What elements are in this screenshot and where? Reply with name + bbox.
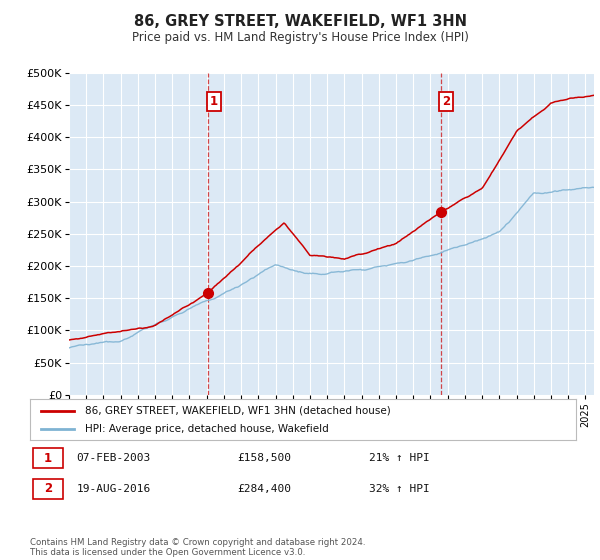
Text: HPI: Average price, detached house, Wakefield: HPI: Average price, detached house, Wake…	[85, 424, 328, 434]
Text: 1: 1	[209, 95, 218, 108]
Text: 32% ↑ HPI: 32% ↑ HPI	[368, 484, 429, 494]
Text: 1: 1	[44, 451, 52, 465]
Text: 2: 2	[442, 95, 451, 108]
Text: 19-AUG-2016: 19-AUG-2016	[76, 484, 151, 494]
Text: 86, GREY STREET, WAKEFIELD, WF1 3HN (detached house): 86, GREY STREET, WAKEFIELD, WF1 3HN (det…	[85, 405, 391, 416]
Text: Price paid vs. HM Land Registry's House Price Index (HPI): Price paid vs. HM Land Registry's House …	[131, 31, 469, 44]
Text: 21% ↑ HPI: 21% ↑ HPI	[368, 453, 429, 463]
Text: 2: 2	[44, 482, 52, 496]
Text: Contains HM Land Registry data © Crown copyright and database right 2024.
This d: Contains HM Land Registry data © Crown c…	[30, 538, 365, 557]
Text: £284,400: £284,400	[238, 484, 292, 494]
Text: 07-FEB-2003: 07-FEB-2003	[76, 453, 151, 463]
Bar	[33, 448, 63, 468]
Text: £158,500: £158,500	[238, 453, 292, 463]
Text: 86, GREY STREET, WAKEFIELD, WF1 3HN: 86, GREY STREET, WAKEFIELD, WF1 3HN	[133, 14, 467, 29]
Bar	[33, 479, 63, 499]
